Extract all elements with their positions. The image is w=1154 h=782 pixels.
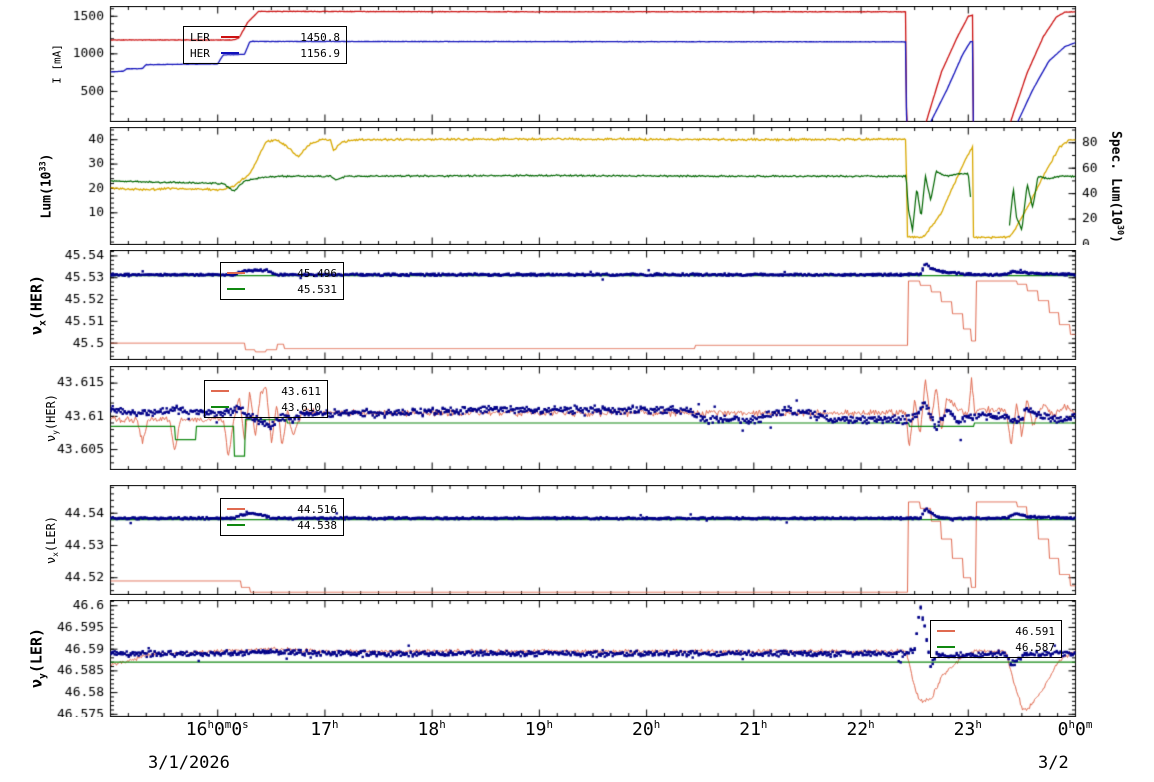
legend-row: 44.516	[227, 501, 337, 517]
legend-swatch	[937, 646, 955, 648]
legend-swatch	[227, 524, 245, 526]
legend-row: 46.591	[937, 623, 1055, 639]
x-tick-label: 16h0m0s	[185, 718, 249, 740]
legend-beam-current: LER 1450.8 HER 1156.9	[183, 26, 347, 64]
beam-current-plot	[0, 6, 1154, 122]
legend-value: 46.591	[1015, 624, 1055, 638]
x-axis-labels: 16h0m0s 17h 18h 19h 20h 21h 22h 23h 0h0m	[0, 716, 1154, 746]
legend-value: 46.587	[1015, 640, 1055, 654]
legend-swatch	[211, 406, 229, 408]
legend-row: 43.610	[211, 399, 321, 415]
legend-row: 46.587	[937, 639, 1055, 655]
legend-swatch	[227, 288, 245, 290]
x-tick-label: 17h	[310, 718, 339, 740]
y-axis-title-nux-ler: νx(LER)	[43, 515, 61, 565]
y-axis-title-nuy-ler: νy(LER)	[27, 627, 49, 689]
date-start-label: 3/1/2026	[148, 753, 230, 773]
x-tick-label: 22h	[846, 718, 875, 740]
legend-row: 45.531	[227, 281, 337, 297]
legend-row: 44.538	[227, 517, 337, 533]
y-axis-title-current: I [mA]	[50, 44, 64, 84]
legend-value: 43.610	[281, 400, 321, 414]
y-axis-title-nux-her: νx(HER)	[27, 274, 49, 336]
nux-her-plot	[0, 250, 1154, 360]
legend-swatch	[221, 52, 239, 54]
legend-nux-her: 45.496 45.531	[220, 262, 344, 300]
legend-value: 43.611	[281, 384, 321, 398]
legend-nuy-her: 43.611 43.610	[204, 380, 328, 418]
legend-nux-ler: 44.516 44.538	[220, 498, 344, 536]
legend-swatch	[227, 508, 245, 510]
legend-nuy-ler: 46.591 46.587	[930, 620, 1062, 658]
legend-value: 44.538	[297, 518, 337, 532]
legend-swatch	[221, 36, 239, 38]
x-tick-label: 21h	[739, 718, 768, 740]
legend-row: 45.496	[227, 265, 337, 281]
legend-row: 43.611	[211, 383, 321, 399]
legend-value: 45.531	[297, 282, 337, 296]
legend-row: LER 1450.8	[190, 29, 340, 45]
y-axis-title-lum: Lum(1033)	[37, 153, 55, 219]
legend-value: 45.496	[297, 266, 337, 280]
legend-series-label: LER	[190, 30, 210, 44]
x-tick-label: 19h	[524, 718, 553, 740]
y-axis-title-nuy-her: νy(HER)	[43, 393, 61, 443]
y-axis-title-spec-lum: Spec. Lum(1030)	[1108, 131, 1126, 243]
x-tick-label: 0h0m	[1057, 718, 1093, 740]
legend-value: 44.516	[297, 502, 337, 516]
legend-swatch	[227, 272, 245, 274]
x-tick-label: 18h	[417, 718, 446, 740]
luminosity-plot	[0, 127, 1154, 245]
nux-ler-plot	[0, 485, 1154, 595]
legend-swatch	[211, 390, 229, 392]
nuy-ler-plot	[0, 600, 1154, 717]
legend-swatch	[937, 630, 955, 632]
legend-value: 1450.8	[300, 30, 340, 44]
x-tick-label: 20h	[632, 718, 661, 740]
date-end-label: 3/2	[1038, 753, 1069, 773]
legend-value: 1156.9	[300, 46, 340, 60]
x-tick-label: 23h	[953, 718, 982, 740]
legend-series-label: HER	[190, 46, 210, 60]
nuy-her-plot	[0, 366, 1154, 470]
legend-row: HER 1156.9	[190, 45, 340, 61]
